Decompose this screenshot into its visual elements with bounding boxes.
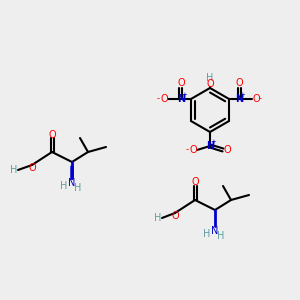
Text: N: N: [206, 141, 214, 151]
Text: N: N: [177, 94, 185, 104]
Text: O: O: [206, 79, 214, 89]
Text: -: -: [259, 94, 262, 103]
Text: +: +: [210, 139, 216, 145]
Text: O: O: [48, 130, 56, 140]
Text: O: O: [189, 145, 197, 155]
Text: O: O: [191, 177, 199, 187]
Text: H: H: [10, 165, 18, 175]
Text: H: H: [206, 73, 214, 83]
Text: O: O: [235, 78, 243, 88]
Text: -: -: [185, 146, 188, 154]
Text: H: H: [203, 229, 211, 239]
Text: O: O: [171, 211, 179, 221]
Text: O: O: [28, 163, 36, 173]
Text: O: O: [252, 94, 260, 104]
Text: +: +: [181, 92, 187, 98]
Text: O: O: [160, 94, 168, 104]
Text: H: H: [154, 213, 162, 223]
Text: N: N: [211, 226, 219, 236]
Text: H: H: [74, 183, 82, 193]
Text: H: H: [217, 231, 225, 241]
Text: O: O: [223, 145, 231, 155]
Text: +: +: [239, 92, 245, 98]
Text: N: N: [68, 178, 76, 188]
Text: -: -: [156, 94, 159, 103]
Text: O: O: [177, 78, 185, 88]
Text: N: N: [235, 94, 243, 104]
Text: H: H: [60, 181, 68, 191]
